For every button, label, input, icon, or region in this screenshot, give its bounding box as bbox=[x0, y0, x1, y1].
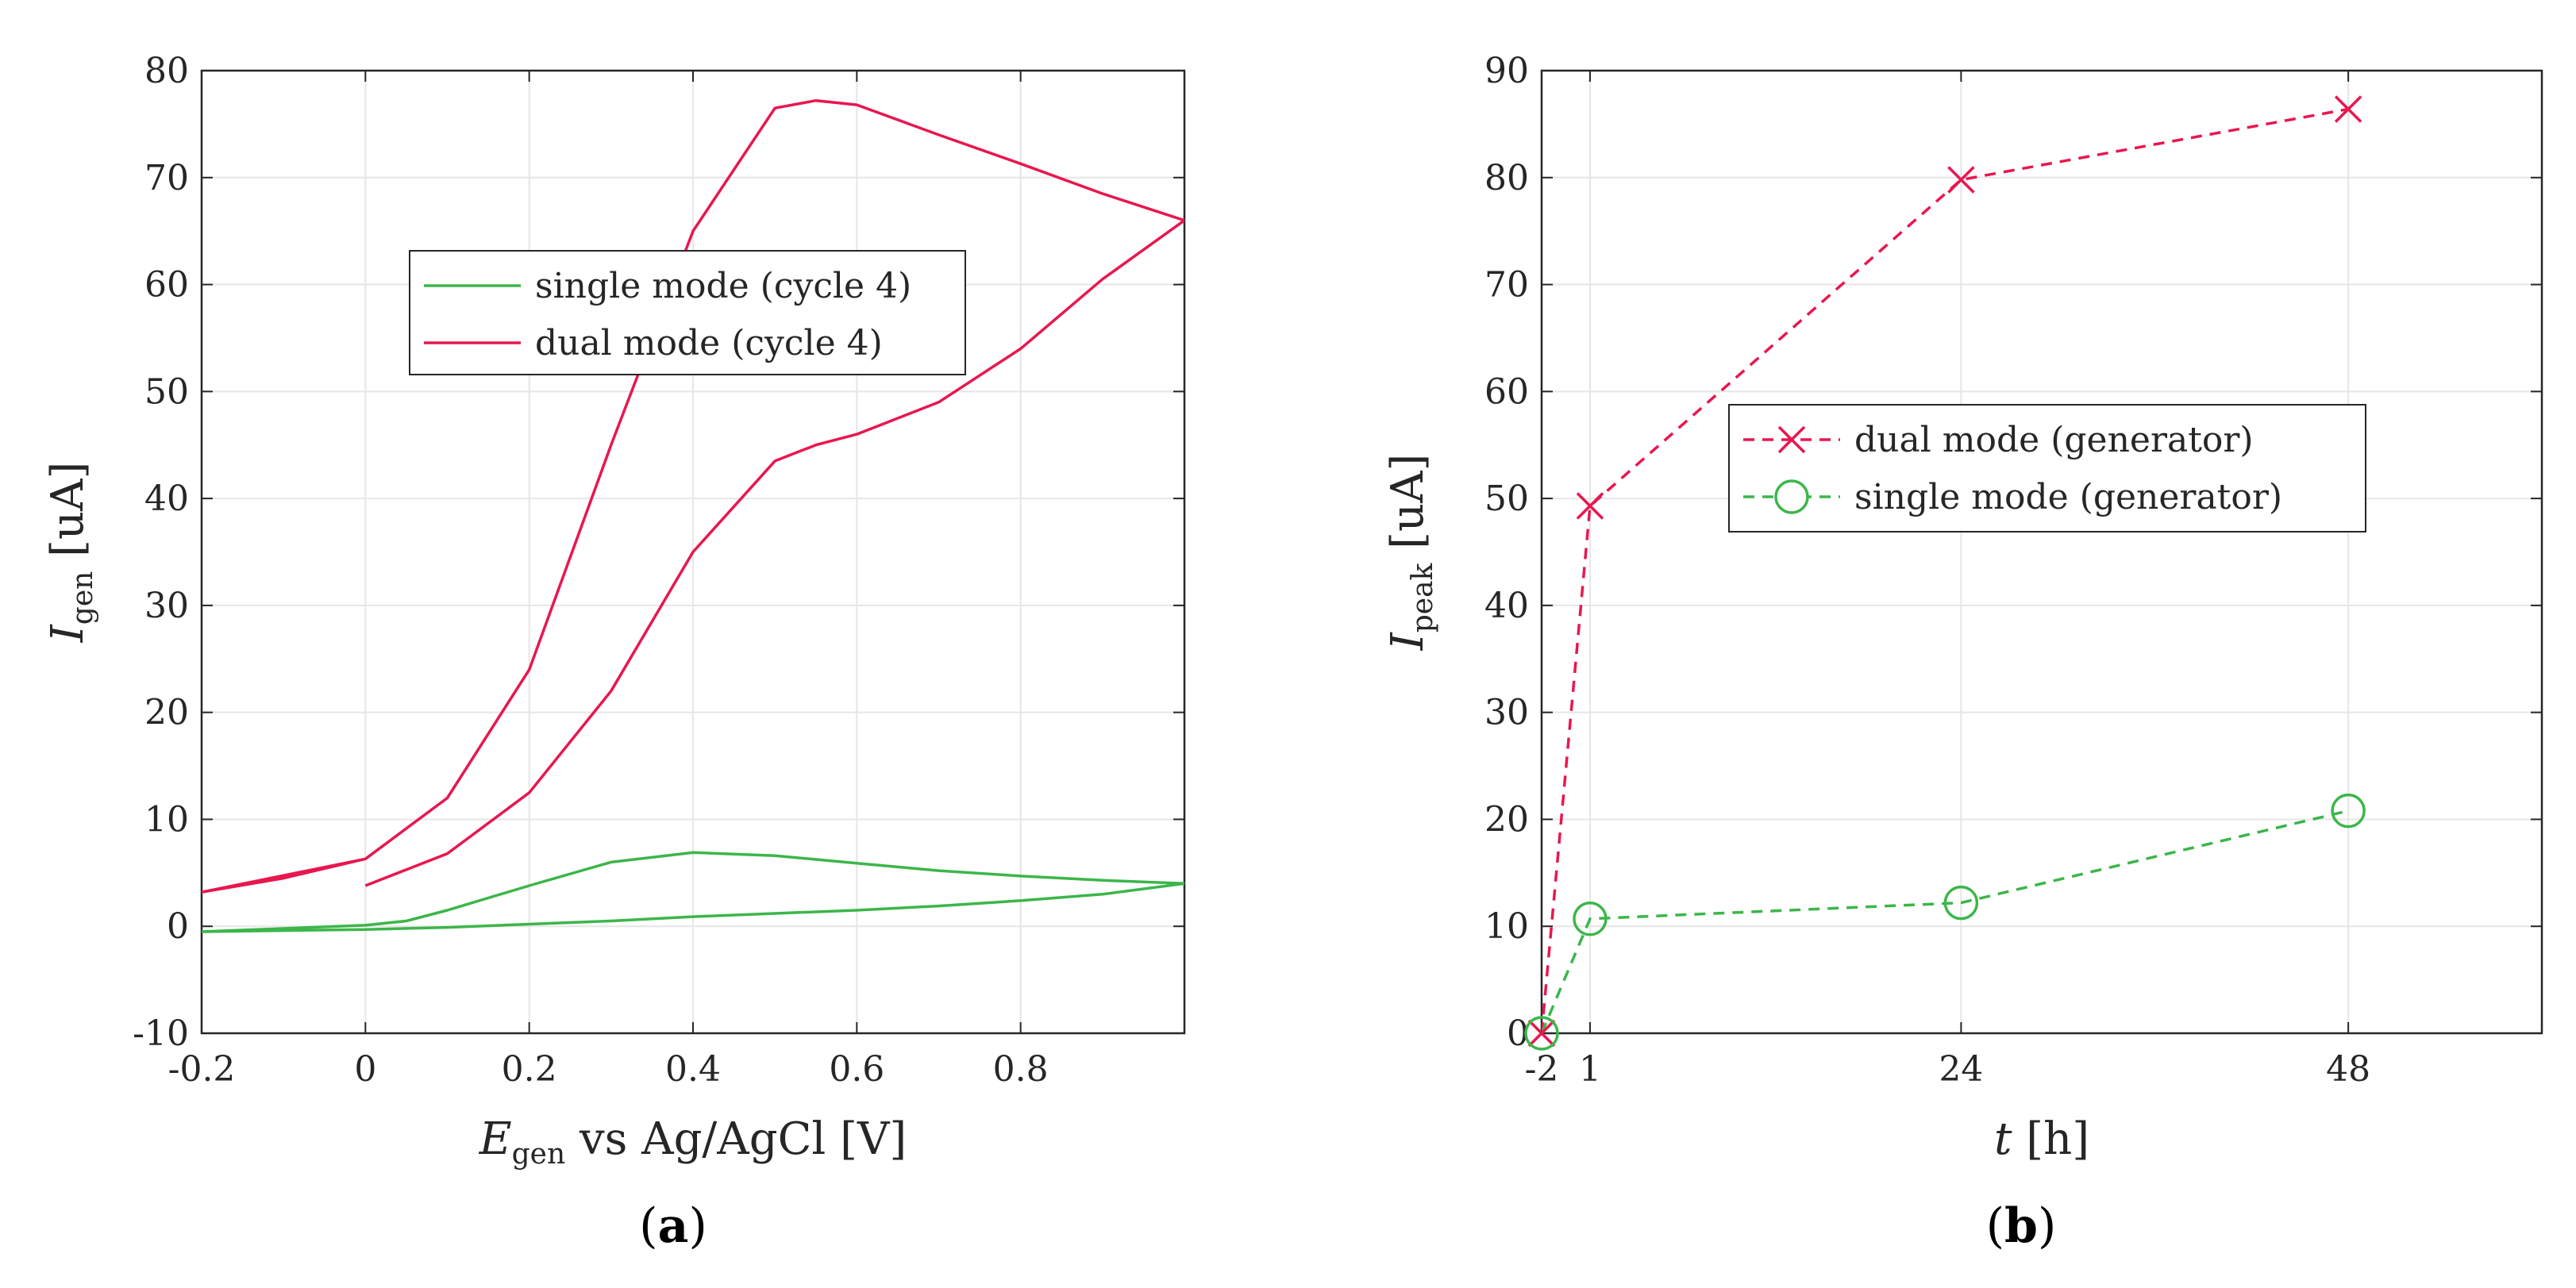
y-tick-label: 60 bbox=[144, 265, 189, 306]
caption-a: (a) bbox=[639, 1198, 707, 1254]
chart-a: -0.2 0 0.2 0.4 0.6 0.8 -10 0 10 20 30 40 50 60 70 80 Ege… bbox=[42, 51, 1186, 1171]
x-tick-label: 0.8 bbox=[993, 1049, 1049, 1090]
y-axis-label-text: Ipeak [uA] bbox=[1382, 454, 1439, 652]
legend: dual mode (generator) single mode (genera… bbox=[1728, 404, 2366, 533]
y-tick-label: 30 bbox=[1484, 693, 1529, 733]
y-tick-label: 90 bbox=[1484, 51, 1529, 91]
legend-box bbox=[1728, 404, 2366, 533]
y-tick-label: 50 bbox=[144, 371, 189, 412]
legend-label: single mode (generator) bbox=[1854, 477, 2282, 517]
series-line-1 bbox=[202, 98, 1184, 894]
x-tick-label: 24 bbox=[1939, 1049, 1983, 1090]
legend-box bbox=[409, 250, 966, 375]
y-tick-label: 30 bbox=[144, 586, 189, 626]
legend-label: dual mode (cycle 4) bbox=[535, 323, 883, 363]
y-tick-label: 70 bbox=[1484, 265, 1529, 306]
y-axis-label: Ipeak [uA] bbox=[1382, 454, 1439, 652]
y-tick-label: 80 bbox=[144, 51, 189, 91]
marker-stroke bbox=[2334, 95, 2362, 123]
marker-stroke bbox=[1576, 492, 1604, 520]
y-tick-label: -10 bbox=[133, 1013, 189, 1054]
x-tick-label: 48 bbox=[2326, 1049, 2370, 1090]
x-tick-label: 0.2 bbox=[502, 1049, 557, 1090]
data-point-x bbox=[1527, 1019, 1556, 1048]
y-tick-label: 80 bbox=[1484, 158, 1529, 198]
x-tick-label: -0.2 bbox=[168, 1049, 236, 1090]
data-point-x bbox=[2334, 95, 2362, 123]
y-axis-label-text: Igen [uA] bbox=[42, 462, 99, 644]
x-axis-label: Egen vs Ag/AgCl [V] bbox=[479, 1113, 907, 1171]
x-axis-label: t [h] bbox=[1994, 1113, 2089, 1165]
legend-label: single mode (cycle 4) bbox=[535, 266, 911, 306]
legend: single mode (cycle 4) dual mode (cycle 4) bbox=[409, 250, 966, 375]
series-layer bbox=[1542, 107, 2349, 1033]
series-line-1 bbox=[1542, 809, 2349, 1033]
data-point-circle bbox=[1524, 1016, 1559, 1051]
y-tick-label: 10 bbox=[144, 799, 189, 840]
legend-marker-x bbox=[1777, 425, 1806, 454]
data-point-circle bbox=[1943, 885, 1979, 921]
axes-box bbox=[1540, 69, 2543, 1035]
ticks: -0.2 0 0.2 0.4 0.6 0.8 -10 0 10 20 30 40 50 60 70 80 bbox=[133, 51, 1184, 1090]
series-line-0 bbox=[202, 851, 1184, 933]
series-layer bbox=[202, 98, 1184, 933]
data-point-x bbox=[1576, 492, 1604, 520]
legend-marker-circle bbox=[1774, 479, 1809, 514]
marker-stroke bbox=[1527, 1019, 1556, 1048]
y-tick-label: 20 bbox=[1484, 799, 1529, 840]
y-tick-label: 0 bbox=[167, 906, 189, 947]
x-tick-label: 0 bbox=[354, 1049, 376, 1090]
x-axis-label-text: t [h] bbox=[1994, 1113, 2089, 1165]
y-axis-label: Igen [uA] bbox=[42, 462, 99, 644]
data-point-circle bbox=[2331, 793, 2366, 829]
y-tick-label: 50 bbox=[1484, 479, 1529, 519]
series-line-0 bbox=[1542, 107, 2349, 1033]
y-tick-label: 60 bbox=[1484, 371, 1529, 412]
x-tick-label: 0.4 bbox=[665, 1049, 721, 1090]
data-point-x bbox=[1947, 166, 1975, 194]
gridlines bbox=[1541, 70, 2542, 1034]
y-tick-label: 20 bbox=[144, 693, 189, 733]
y-tick-label: 40 bbox=[1484, 586, 1529, 626]
y-tick-label: 10 bbox=[1484, 906, 1529, 947]
legend-label: dual mode (generator) bbox=[1854, 420, 2254, 460]
y-tick-label: 40 bbox=[144, 479, 189, 519]
y-tick-label: 70 bbox=[144, 158, 189, 198]
x-tick-label: -2 bbox=[1525, 1049, 1559, 1090]
caption-b: (b) bbox=[1986, 1198, 2057, 1254]
x-axis-label-text: Egen vs Ag/AgCl [V] bbox=[479, 1113, 907, 1171]
data-point-circle bbox=[1573, 902, 1608, 936]
marker-stroke bbox=[1947, 166, 1975, 194]
x-tick-label: 0.6 bbox=[829, 1049, 884, 1090]
x-tick-label: 1 bbox=[1579, 1049, 1601, 1090]
